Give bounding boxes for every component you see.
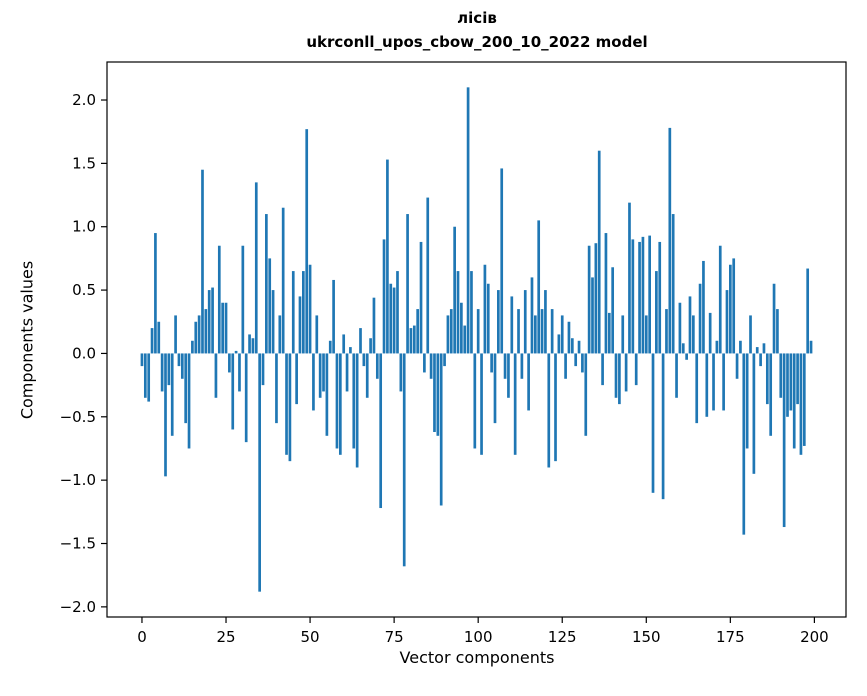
x-axis-label: Vector components <box>399 648 555 667</box>
x-tick-label: 125 <box>548 628 577 646</box>
x-tick-label: 100 <box>464 628 493 646</box>
x-tick-label: 75 <box>385 628 404 646</box>
y-tick-label: 0.5 <box>72 281 96 299</box>
x-tick-label: 0 <box>137 628 147 646</box>
y-tick-label: 0.0 <box>72 344 96 362</box>
y-tick-label: −1.5 <box>60 535 96 553</box>
x-tick-label: 25 <box>216 628 235 646</box>
x-tick-label: 175 <box>716 628 745 646</box>
y-tick-label: 2.0 <box>72 91 96 109</box>
axis-tick-labels: 0 25 50 75 100 125 150 175 200 −2.0 −1.5 −1.0 −0.5 0.… <box>60 91 829 646</box>
y-tick-label: −0.5 <box>60 408 96 426</box>
plot-border <box>106 61 847 618</box>
x-tick-label: 150 <box>632 628 661 646</box>
y-tick-label: 1.5 <box>72 154 96 172</box>
x-tick-label: 200 <box>800 628 829 646</box>
chart-title: лісів ukrconll_upos_cbow_200_10_2022 mod… <box>107 6 847 54</box>
y-tick-label: 1.0 <box>72 218 96 236</box>
chart-title-model: ukrconll_upos_cbow_200_10_2022 model <box>306 33 648 51</box>
y-tick-label: −2.0 <box>60 598 96 616</box>
chart-title-word: лісів <box>457 9 497 27</box>
x-tick-label: 50 <box>301 628 320 646</box>
y-tick-label: −1.0 <box>60 471 96 489</box>
bar-series <box>140 87 813 592</box>
axis-tick-marks <box>101 99 815 623</box>
y-axis-label: Components values <box>17 260 37 420</box>
